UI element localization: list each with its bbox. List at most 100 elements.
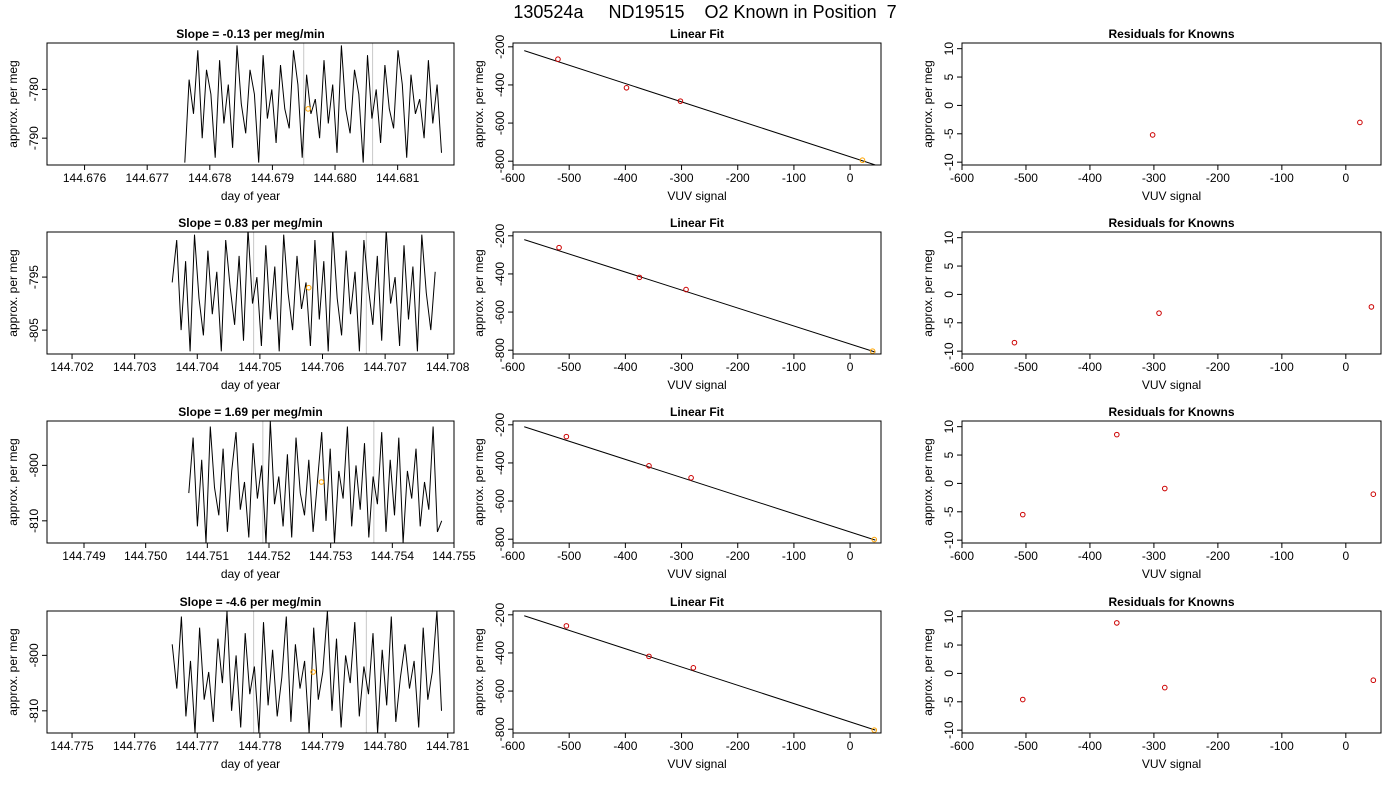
- x-tick-label: -600: [950, 549, 974, 563]
- data-point: [859, 157, 866, 164]
- y-tick-label: -200: [493, 34, 507, 58]
- plot-area: [524, 50, 876, 165]
- panel-title: Linear Fit: [670, 405, 724, 419]
- fit-line: [524, 426, 876, 541]
- x-tick-label: 144.705: [238, 360, 282, 374]
- panel-title: Residuals for Knowns: [1108, 595, 1234, 609]
- panel-4-2: -600 -500 -400 -300 -200 -100 0-200-400-600-80…: [472, 595, 882, 771]
- x-tick-label: -500: [557, 549, 581, 563]
- y-tick-label: -600: [493, 300, 507, 324]
- x-tick-label: 144.775: [50, 739, 94, 753]
- x-tick-label: 144.776: [113, 739, 157, 753]
- panel-title: Linear Fit: [670, 595, 724, 609]
- x-tick-label: 0: [847, 171, 854, 185]
- y-tick-label: 5: [942, 262, 956, 269]
- data-point: [623, 84, 630, 91]
- plot-frame: [46, 231, 455, 355]
- plot-area: [524, 615, 878, 733]
- data-point: [305, 284, 312, 291]
- y-tick-label: -600: [493, 679, 507, 703]
- x-axis-label: VUV signal: [1142, 757, 1201, 771]
- x-tick-label: 0: [1342, 739, 1349, 753]
- data-point: [1370, 491, 1377, 498]
- data-point: [563, 623, 570, 629]
- y-tick-label: 0: [942, 480, 956, 487]
- x-tick-label: -100: [1270, 171, 1294, 185]
- x-tick-label: -100: [1270, 549, 1294, 563]
- y-tick-label: 10: [942, 420, 956, 434]
- x-tick-label: 144.751: [186, 549, 230, 563]
- panel-3-3: -600 -500 -400 -300 -200 -100 0 10 5 0 -5 -10 Residu…: [921, 405, 1382, 581]
- x-tick-label: -100: [782, 549, 806, 563]
- data-point: [305, 106, 311, 112]
- fit-line: [524, 615, 876, 731]
- y-tick-label: -600: [493, 111, 507, 135]
- y-axis-label: approx. per meg: [472, 249, 486, 336]
- x-axis-label: VUV signal: [667, 378, 726, 392]
- series-line-1: [171, 232, 436, 352]
- data-point: [690, 665, 697, 671]
- panel-1-3: -600 -500 -400 -300 -200 -100 0 10 5 0 -5 -10 Residu…: [921, 27, 1382, 203]
- x-tick-label: 144.750: [124, 549, 168, 563]
- plot-area: [184, 43, 442, 165]
- fit-line: [524, 50, 876, 165]
- x-tick-label: -400: [613, 360, 637, 374]
- y-axis-label: approx. per meg: [921, 438, 935, 525]
- y-tick-label: -810: [27, 508, 41, 532]
- x-tick-label: -500: [1014, 549, 1038, 563]
- x-tick-label: 0: [1342, 549, 1349, 563]
- x-tick-label: -600: [501, 171, 525, 185]
- x-tick-label: -100: [782, 360, 806, 374]
- x-tick-label: 144.677: [125, 171, 169, 185]
- x-tick-label: 144.755: [432, 549, 476, 563]
- y-tick-label: -805: [27, 318, 41, 342]
- x-tick-label: 144.679: [251, 171, 295, 185]
- x-tick-label: -300: [670, 549, 694, 563]
- series-line-1: [188, 421, 443, 543]
- data-point: [646, 462, 652, 469]
- plot-frame: [46, 42, 455, 166]
- y-tick-label: 5: [942, 73, 956, 80]
- data-point: [869, 348, 876, 354]
- data-point: [1357, 119, 1363, 126]
- y-tick-label: -5: [942, 128, 956, 139]
- x-tick-label: -200: [1206, 171, 1230, 185]
- y-tick-label: -5: [942, 317, 956, 328]
- data-point: [1114, 620, 1120, 626]
- x-tick-label: 144.678: [188, 171, 232, 185]
- x-tick-label: -500: [557, 171, 581, 185]
- x-tick-label: -200: [726, 360, 750, 374]
- x-tick-label: 144.681: [376, 171, 420, 185]
- y-tick-label: -800: [493, 717, 507, 741]
- y-axis-label: approx. per meg: [921, 628, 935, 715]
- x-tick-label: -500: [1014, 171, 1038, 185]
- x-tick-label: -600: [501, 549, 525, 563]
- data-point: [1149, 132, 1156, 138]
- data-point: [683, 286, 689, 293]
- x-tick-label: -400: [1078, 360, 1102, 374]
- y-tick-label: 10: [942, 610, 956, 624]
- y-tick-label: -800: [493, 527, 507, 551]
- x-axis-label: VUV signal: [667, 567, 726, 581]
- panel-2-1: 144.702 144.703 144.704 144.705 144.706 144.7…: [6, 216, 470, 392]
- y-tick-label: -400: [493, 262, 507, 286]
- x-tick-label: -200: [726, 739, 750, 753]
- x-tick-label: -100: [782, 171, 806, 185]
- x-tick-label: 0: [1342, 171, 1349, 185]
- x-tick-label: -500: [1014, 360, 1038, 374]
- x-axis-label: VUV signal: [1142, 378, 1201, 392]
- y-tick-label: -200: [493, 223, 507, 247]
- y-axis-label: approx. per meg: [6, 60, 20, 147]
- x-tick-label: 144.778: [238, 739, 282, 753]
- y-axis-label: approx. per meg: [921, 60, 935, 147]
- y-tick-label: 5: [942, 641, 956, 648]
- x-tick-label: 144.708: [426, 360, 470, 374]
- x-tick-label: -100: [1270, 739, 1294, 753]
- y-axis-label: approx. per meg: [6, 249, 20, 336]
- x-tick-label: -300: [670, 360, 694, 374]
- x-axis-label: day of year: [221, 189, 280, 203]
- y-tick-label: -10: [942, 342, 956, 360]
- plot-frame: [961, 231, 1382, 355]
- y-axis-label: approx. per meg: [6, 628, 20, 715]
- x-tick-label: -600: [950, 171, 974, 185]
